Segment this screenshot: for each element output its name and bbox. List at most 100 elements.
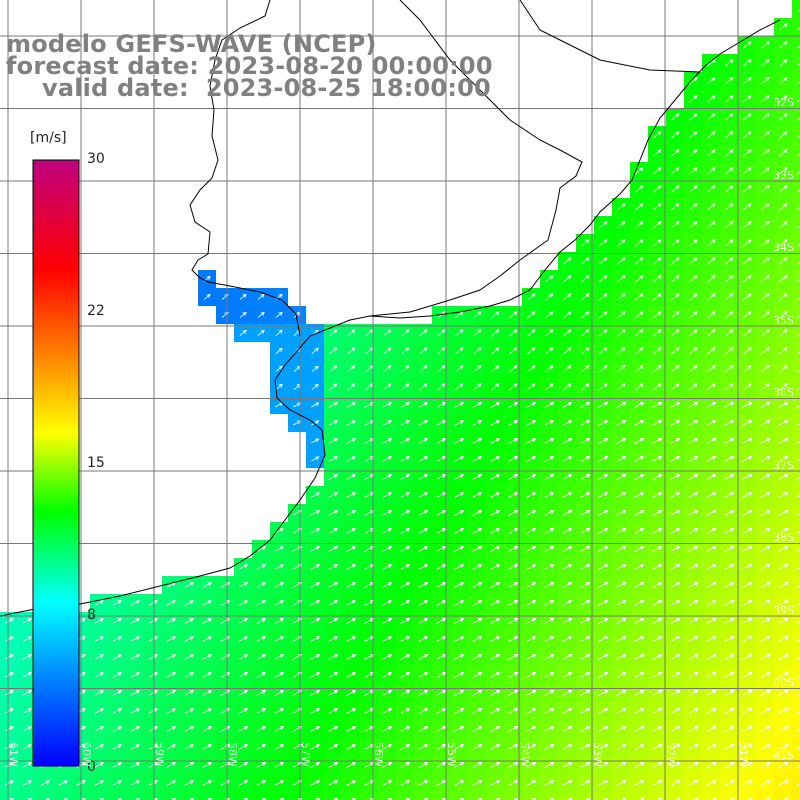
wind-arrow: [526, 329, 536, 337]
wind-arrow: [724, 581, 735, 588]
wind-arrow: [184, 708, 195, 714]
wind-arrow: [346, 528, 357, 534]
wind-arrow: [759, 599, 771, 607]
wind-arrow: [760, 275, 770, 283]
wind-arrow: [436, 546, 447, 552]
wind-cell: [432, 792, 450, 800]
wind-arrow: [459, 798, 465, 800]
wind-arrow: [688, 617, 699, 624]
wind-arrow: [652, 599, 663, 606]
wind-arrow: [760, 545, 771, 552]
wind-arrow: [796, 279, 800, 283]
wind-arrow: [796, 9, 800, 13]
wind-arrow: [598, 600, 609, 606]
wind-arrow: [634, 203, 644, 211]
wind-arrow: [94, 672, 105, 678]
wind-arrow: [490, 402, 501, 408]
wind-arrow: [796, 225, 800, 229]
wind-arrow: [706, 365, 716, 373]
wind-arrow: [130, 690, 141, 696]
wind-arrow: [544, 311, 554, 319]
wind-arrow: [724, 239, 734, 247]
wind-arrow: [328, 383, 338, 391]
wind-arrow: [778, 203, 788, 211]
wind-cell: [126, 792, 144, 800]
wind-arrow: [544, 402, 555, 408]
wind-arrow: [544, 383, 554, 391]
wind-arrow: [634, 167, 644, 175]
wind-arrow: [670, 725, 681, 733]
wind-arrow: [130, 762, 141, 768]
wind-cell: [792, 486, 800, 504]
wind-arrow: [189, 798, 195, 800]
wind-arrow: [777, 599, 789, 607]
lat-label: 40S: [773, 676, 794, 689]
wind-arrow: [795, 621, 800, 625]
wind-arrow: [94, 690, 105, 696]
wind-arrow: [45, 798, 51, 800]
wind-arrow: [742, 59, 752, 67]
wind-arrow: [796, 297, 800, 301]
wind-arrow: [796, 171, 800, 175]
wind-arrow: [328, 618, 339, 624]
wind-arrow: [742, 599, 753, 607]
wind-cell: [468, 792, 486, 800]
wind-arrow: [706, 293, 716, 301]
wind-arrow: [670, 257, 680, 265]
wind-arrow: [688, 185, 698, 193]
wind-arrow: [688, 563, 699, 570]
wind-arrow: [418, 510, 429, 516]
wind-arrow: [778, 310, 788, 319]
wind-arrow: [58, 780, 69, 786]
wind-arrow: [705, 761, 717, 769]
wind-arrow: [148, 654, 159, 660]
wind-arrow: [310, 726, 321, 732]
wind-arrow: [616, 546, 627, 552]
wind-arrow: [778, 346, 788, 355]
wind-arrow: [130, 654, 141, 660]
lat-label: 33S: [773, 168, 794, 182]
wind-arrow: [795, 531, 800, 535]
wind-arrow: [544, 690, 555, 696]
wind-arrow: [670, 329, 680, 337]
wind-arrow: [796, 477, 800, 480]
wind-arrow: [652, 383, 662, 391]
wind-arrow: [436, 492, 447, 498]
wind-arrow: [202, 780, 213, 786]
wind-arrow: [490, 672, 501, 678]
wind-arrow: [274, 582, 285, 588]
wind-arrow: [706, 635, 717, 642]
wind-arrow: [310, 780, 321, 786]
wind-arrow: [382, 420, 393, 426]
wind-arrow: [670, 149, 680, 157]
wind-arrow: [454, 690, 465, 696]
wind-arrow: [4, 690, 14, 696]
wind-arrow: [148, 780, 159, 786]
wind-arrow: [148, 636, 159, 642]
wind-arrow: [274, 690, 285, 696]
wind-arrow: [796, 333, 800, 337]
wind-arrow: [508, 762, 519, 768]
wind-arrow: [706, 167, 716, 175]
wind-arrow: [598, 329, 608, 337]
wind-arrow: [796, 207, 800, 211]
wind-arrow: [670, 365, 680, 373]
wind-arrow: [364, 762, 375, 768]
wind-arrow: [796, 45, 800, 49]
wind-arrow: [580, 492, 591, 498]
wind-arrow: [580, 689, 591, 696]
wind-arrow: [562, 365, 572, 373]
wind-arrow: [616, 383, 626, 391]
wind-arrow: [616, 671, 627, 678]
wind-arrow: [688, 474, 699, 480]
wind-cell: [792, 414, 800, 432]
wind-arrow: [760, 167, 770, 175]
wind-arrow: [598, 564, 609, 570]
wind-arrow: [706, 653, 717, 661]
wind-arrow: [706, 149, 716, 157]
wind-arrow: [454, 438, 465, 444]
wind-arrow: [616, 474, 627, 480]
wind-arrow: [508, 311, 518, 319]
wind-arrow: [526, 510, 537, 516]
wind-arrow: [472, 546, 483, 552]
